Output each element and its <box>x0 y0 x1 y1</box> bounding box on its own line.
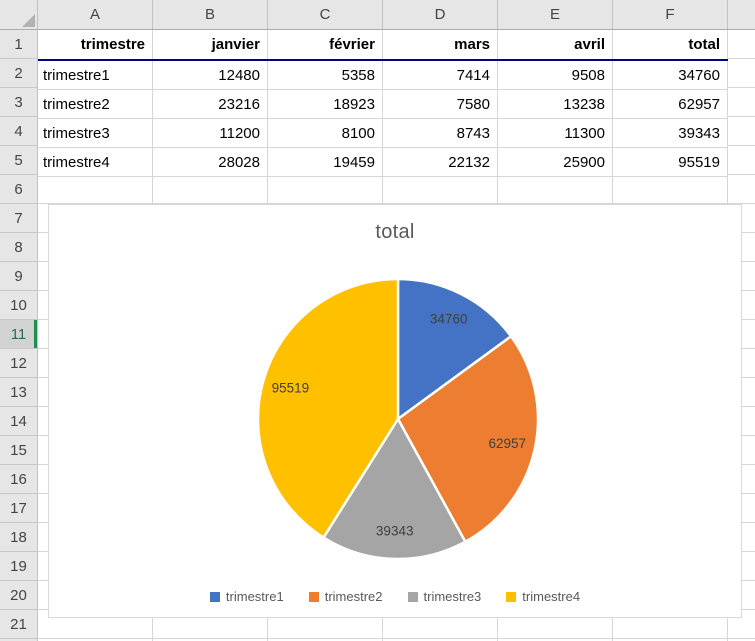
column-header-partial[interactable] <box>728 0 755 29</box>
row-header-4[interactable]: 4 <box>0 117 37 146</box>
pie-slice-trimestre2[interactable] <box>396 335 540 543</box>
table-row: trimestre2 23216 18923 7580 13238 62957 <box>38 90 728 119</box>
row-header-21[interactable]: 21 <box>0 610 37 639</box>
row-header-11[interactable]: 11 <box>0 320 37 349</box>
cell[interactable]: 7414 <box>383 61 498 90</box>
row-header-7[interactable]: 7 <box>0 204 37 233</box>
cell[interactable]: 11300 <box>498 119 613 148</box>
cell[interactable]: 18923 <box>268 90 383 119</box>
column-header-B[interactable]: B <box>153 0 268 29</box>
column-header-F[interactable]: F <box>613 0 728 29</box>
column-header-A[interactable]: A <box>38 0 153 29</box>
cell[interactable]: 23216 <box>153 90 268 119</box>
row-header-10[interactable]: 10 <box>0 291 37 320</box>
legend-item-trimestre2[interactable]: trimestre2 <box>308 589 383 604</box>
cell[interactable]: 5358 <box>268 61 383 90</box>
cells-grid[interactable]: trimestre janvier février mars avril total tri… <box>38 30 755 641</box>
table-row: trimestre1 12480 5358 7414 9508 34760 <box>38 61 728 90</box>
table-row: trimestre3 11200 8100 8743 11300 39343 <box>38 119 728 148</box>
cell[interactable]: 8100 <box>268 119 383 148</box>
header-cell[interactable]: février <box>268 30 383 59</box>
cell[interactable]: trimestre3 <box>38 119 153 148</box>
cell[interactable]: trimestre1 <box>38 61 153 90</box>
legend-swatch-icon <box>209 591 220 602</box>
pie-slice-trimestre4[interactable] <box>256 277 400 539</box>
cell[interactable]: 25900 <box>498 148 613 177</box>
row-header-18[interactable]: 18 <box>0 523 37 552</box>
row-headers: 1 2 3 4 5 6 7 8 9 10 11 12 13 14 15 16 17 18 19 20 21 <box>0 30 38 641</box>
row-header-20[interactable]: 20 <box>0 581 37 610</box>
row-header-2[interactable]: 2 <box>0 59 37 88</box>
chart-legend: trimestre1 trimestre2 trimestre3 trimestre4 <box>49 589 741 604</box>
header-cell[interactable]: janvier <box>153 30 268 59</box>
row-header-5[interactable]: 5 <box>0 146 37 175</box>
cell[interactable]: trimestre4 <box>38 148 153 177</box>
chart-title[interactable]: total <box>375 221 415 243</box>
table-header-row: trimestre janvier février mars avril total <box>38 30 728 61</box>
cell[interactable]: 19459 <box>268 148 383 177</box>
legend-swatch-icon <box>308 591 319 602</box>
legend-label: trimestre1 <box>225 589 284 604</box>
select-all-triangle-icon <box>22 14 35 27</box>
column-header-E[interactable]: E <box>498 0 613 29</box>
pie-chart: 34760 62957 39343 95519 <box>256 277 540 561</box>
row-header-16[interactable]: 16 <box>0 465 37 494</box>
table-row: trimestre4 28028 19459 22132 25900 95519 <box>38 148 728 177</box>
cell[interactable]: 11200 <box>153 119 268 148</box>
header-cell[interactable]: avril <box>498 30 613 59</box>
cell[interactable]: 34760 <box>613 61 728 90</box>
cell[interactable]: 28028 <box>153 148 268 177</box>
pie-data-label-trimestre1: 34760 <box>430 312 468 327</box>
row-header-19[interactable]: 19 <box>0 552 37 581</box>
pie-slice-trimestre3[interactable] <box>322 417 467 561</box>
data-table: trimestre janvier février mars avril total tri… <box>38 30 728 177</box>
legend-swatch-icon <box>506 591 517 602</box>
cell[interactable]: 8743 <box>383 119 498 148</box>
row-header-3[interactable]: 3 <box>0 88 37 117</box>
row-header-9[interactable]: 9 <box>0 262 37 291</box>
cell[interactable]: 7580 <box>383 90 498 119</box>
row-header-17[interactable]: 17 <box>0 494 37 523</box>
legend-item-trimestre4[interactable]: trimestre4 <box>506 589 580 604</box>
cell[interactable]: trimestre2 <box>38 90 153 119</box>
column-header-D[interactable]: D <box>383 0 498 29</box>
pie-slice-trimestre1[interactable] <box>396 277 513 421</box>
pie-data-label-trimestre4: 95519 <box>272 381 310 396</box>
sheet-body: 1 2 3 4 5 6 7 8 9 10 11 12 13 14 15 16 17 18 19 20 21 trimes… <box>0 30 755 641</box>
legend-item-trimestre1[interactable]: trimestre1 <box>209 589 284 604</box>
header-cell[interactable]: total <box>613 30 728 59</box>
row-header-1[interactable]: 1 <box>0 30 37 59</box>
row-header-14[interactable]: 14 <box>0 407 37 436</box>
cell[interactable]: 12480 <box>153 61 268 90</box>
column-header-C[interactable]: C <box>268 0 383 29</box>
cell[interactable]: 9508 <box>498 61 613 90</box>
row-header-12[interactable]: 12 <box>0 349 37 378</box>
cell[interactable]: 13238 <box>498 90 613 119</box>
row-header-13[interactable]: 13 <box>0 378 37 407</box>
row-header-15[interactable]: 15 <box>0 436 37 465</box>
cell[interactable]: 95519 <box>613 148 728 177</box>
chart-area[interactable]: total 34760 62957 39343 95519 trimestre1 tri… <box>48 204 742 618</box>
row-header-8[interactable]: 8 <box>0 233 37 262</box>
cell[interactable]: 39343 <box>613 119 728 148</box>
header-cell[interactable]: trimestre <box>38 30 153 59</box>
legend-label: trimestre4 <box>522 589 581 604</box>
select-all-corner[interactable] <box>0 0 38 29</box>
legend-item-trimestre3[interactable]: trimestre3 <box>407 589 482 604</box>
legend-swatch-icon <box>407 591 418 602</box>
legend-label: trimestre2 <box>324 589 383 604</box>
pie-data-label-trimestre2: 62957 <box>489 436 527 451</box>
cell[interactable]: 62957 <box>613 90 728 119</box>
cell[interactable]: 22132 <box>383 148 498 177</box>
pie-data-label-trimestre3: 39343 <box>376 524 414 539</box>
legend-label: trimestre3 <box>423 589 482 604</box>
header-cell[interactable]: mars <box>383 30 498 59</box>
row-header-6[interactable]: 6 <box>0 175 37 204</box>
